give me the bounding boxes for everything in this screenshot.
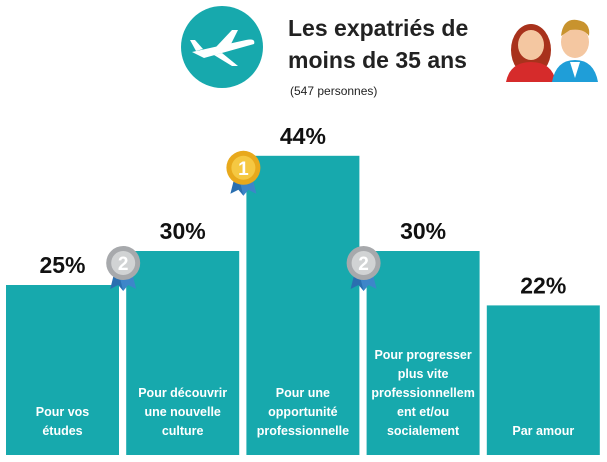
bar: [6, 285, 119, 455]
plane-icon: [181, 6, 263, 88]
badge-inner: [231, 155, 256, 180]
category-label: Pour découvrir une nouvelle culture: [138, 386, 228, 438]
value-label: 30%: [160, 218, 206, 244]
value-label: 25%: [39, 252, 85, 278]
category-label: Par amour: [512, 423, 575, 438]
badge-label: 2: [358, 254, 369, 275]
rank-badge: 2: [106, 246, 141, 291]
badge-label: 1: [238, 159, 249, 180]
rank-badge: 2: [346, 246, 381, 291]
value-label: 44%: [280, 123, 326, 149]
badge-inner: [111, 251, 136, 275]
value-label: 30%: [400, 218, 446, 244]
category-label: Pour une opportunité professionnelle: [256, 385, 350, 438]
chart-title: Les expatriés de moins de 35 ans: [288, 15, 469, 73]
people-icon: [506, 19, 598, 82]
bar: [366, 251, 480, 455]
value-label: 22%: [520, 272, 566, 298]
badge-label: 2: [118, 254, 129, 275]
badge-inner: [351, 251, 376, 275]
bar: [126, 251, 240, 455]
bar: [246, 155, 360, 456]
category-label: Pour vos études: [35, 405, 90, 438]
category-label: Pour progresser plus vite professionnell…: [371, 348, 475, 438]
chart-subtitle: (547 personnes): [290, 84, 378, 98]
bar: [486, 305, 600, 455]
rank-badge: 1: [226, 150, 261, 196]
